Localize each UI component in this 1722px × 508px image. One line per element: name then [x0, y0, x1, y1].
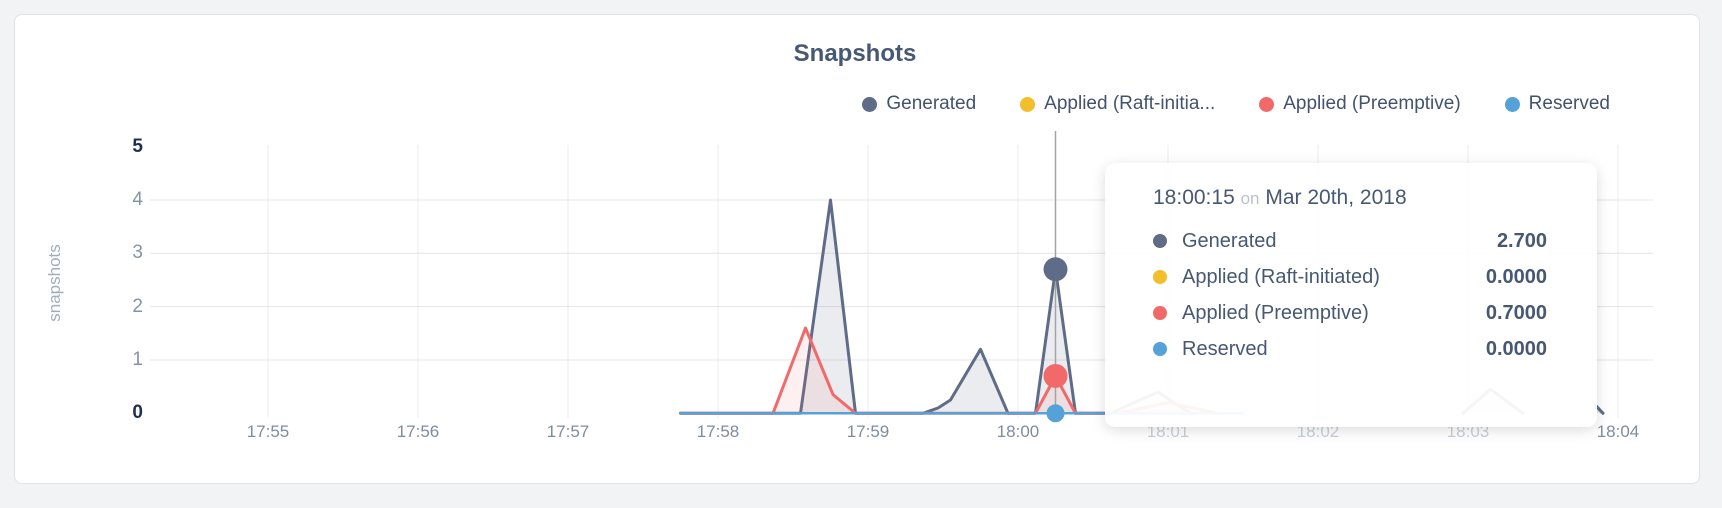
legend-dot-icon: [1504, 96, 1520, 112]
tooltip-series-label: Applied (Raft-initiated): [1182, 265, 1380, 288]
tooltip-series-dot-icon: [1153, 234, 1167, 248]
tooltip-row: Generated 2.700: [1153, 223, 1547, 259]
y-tick-label: 2: [132, 295, 143, 317]
tooltip-series-label: Applied (Preemptive): [1182, 301, 1369, 324]
tooltip-series-value: 0.0000: [1485, 337, 1547, 360]
tooltip-series-dot-icon: [1153, 270, 1167, 284]
legend-item-reserved[interactable]: Reserved: [1504, 93, 1610, 115]
series-area-applied-preemptive-: [680, 328, 1218, 414]
x-tick-label: 17:55: [246, 422, 290, 441]
y-tick-label: 5: [132, 135, 143, 157]
hover-tooltip: 18:00:15 on Mar 20th, 2018 Generated 2.70…: [1105, 163, 1597, 427]
legend-label: Reserved: [1528, 93, 1610, 114]
chart-legend: Generated Applied (Raft-initia... Applied …: [862, 93, 1610, 115]
tooltip-row: Applied (Raft-initiated) 0.0000: [1153, 259, 1547, 295]
y-tick-label: 4: [132, 188, 143, 210]
legend-item-applied-raft-initiated-[interactable]: Applied (Raft-initia...: [1020, 93, 1215, 115]
x-tick-label: 17:59: [846, 422, 890, 441]
hover-marker-generated: [1043, 257, 1068, 282]
series-area-generated: [680, 200, 1191, 414]
tooltip-series-value: 0.7000: [1485, 301, 1547, 324]
chart-title: Snapshots: [793, 40, 917, 67]
tooltip-series-value: 2.700: [1496, 229, 1547, 252]
hover-marker-reserved: [1046, 404, 1065, 423]
legend-item-generated[interactable]: Generated: [862, 93, 976, 115]
tooltip-series-dot-icon: [1153, 342, 1167, 356]
x-tick-label: 17:58: [696, 422, 740, 441]
tooltip-row: Reserved 0.0000: [1153, 331, 1547, 367]
tooltip-row: Applied (Preemptive) 0.7000: [1153, 295, 1547, 331]
tooltip-series-label: Reserved: [1182, 337, 1268, 360]
legend-dot-icon: [862, 96, 878, 112]
tooltip-series-label: Generated: [1182, 229, 1277, 252]
x-tick-label: 17:56: [396, 422, 440, 441]
tooltip-rows: Generated 2.700 Applied (Raft-initiated) 0.…: [1153, 223, 1547, 367]
legend-label: Applied (Raft-initia...: [1044, 93, 1216, 114]
y-tick-label: 0: [132, 402, 143, 424]
tooltip-series-value: 0.0000: [1485, 265, 1547, 288]
tooltip-on-word: on: [1240, 189, 1260, 208]
legend-dot-icon: [1020, 96, 1036, 112]
x-tick-label: 17:57: [546, 422, 590, 441]
tooltip-time: 18:00:15: [1153, 186, 1235, 209]
y-tick-label: 3: [132, 242, 143, 264]
x-tick-label: 18:04: [1596, 422, 1640, 441]
legend-item-applied-preemptive-[interactable]: Applied (Preemptive): [1259, 93, 1461, 115]
legend-label: Applied (Preemptive): [1283, 93, 1461, 114]
legend-label: Generated: [886, 93, 977, 114]
x-tick-label: 18:00: [996, 422, 1040, 441]
tooltip-header: 18:00:15 on Mar 20th, 2018: [1153, 183, 1547, 214]
legend-dot-icon: [1259, 96, 1275, 112]
y-tick-label: 1: [132, 348, 143, 370]
hover-marker-applied-preemptive-: [1043, 363, 1068, 388]
tooltip-series-dot-icon: [1153, 306, 1167, 320]
tooltip-date: Mar 20th, 2018: [1265, 186, 1407, 209]
